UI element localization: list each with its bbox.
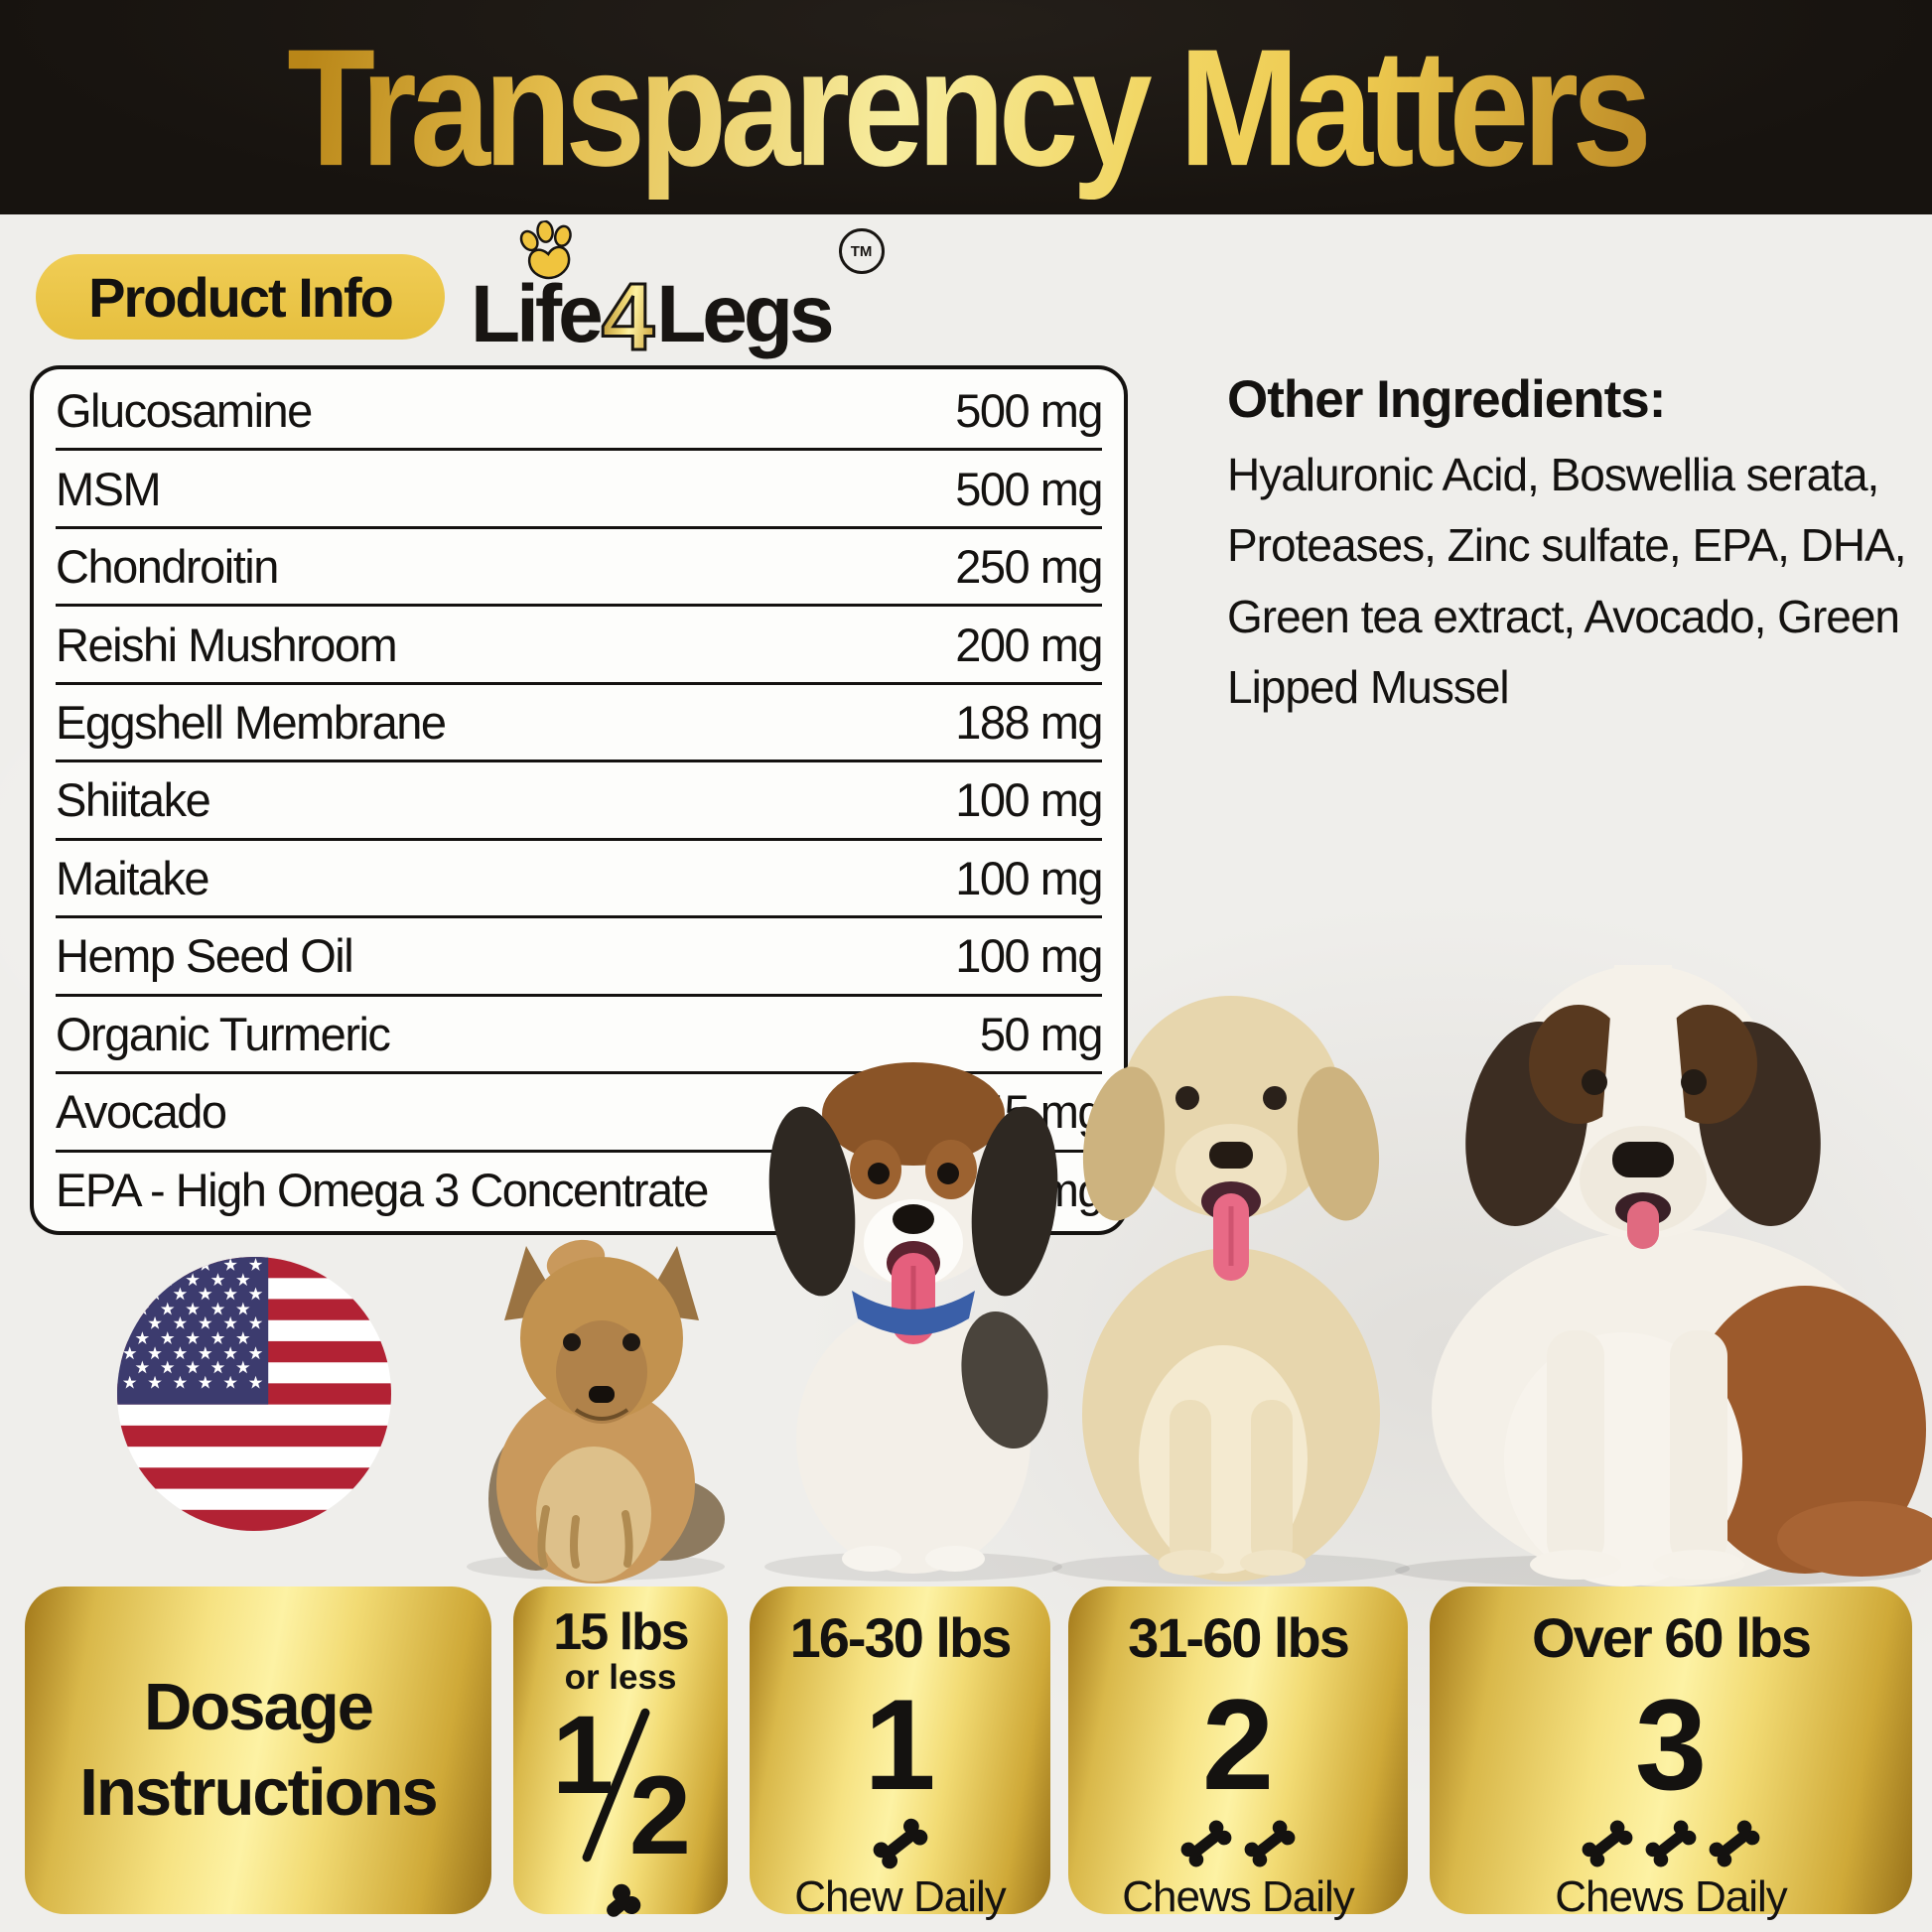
- dogs-size-lineup-image: [467, 965, 1932, 1587]
- bone-icon: [1703, 1813, 1766, 1874]
- ingredient-name: EPA - High Omega 3 Concentrate: [56, 1163, 709, 1216]
- other-ingredients-text: Hyaluronic Acid, Boswellia serata, Prote…: [1227, 449, 1907, 713]
- dosage-label-line1: Dosage: [143, 1670, 374, 1745]
- brand-word-legs: Legs: [656, 269, 834, 359]
- dose-count-half: 1 2: [546, 1693, 695, 1877]
- dose-unit: Chews Daily: [1122, 1872, 1355, 1921]
- ingredient-row: Glucosamine 500 mg: [56, 373, 1103, 452]
- brand-number-4: 4: [600, 263, 655, 370]
- weight-range: 16-30 lbs: [789, 1606, 1013, 1669]
- weight-range: 31-60 lbs: [1128, 1606, 1350, 1669]
- dose-unit: Chews Daily: [1555, 1872, 1788, 1921]
- other-ingredients-section: Other Ingredients: Hyaluronic Acid, Bosw…: [1227, 369, 1932, 723]
- ingredient-amount: 188 mg: [955, 696, 1103, 750]
- ingredient-amount: 100 mg: [955, 851, 1103, 904]
- bone-icon: [1238, 1813, 1302, 1874]
- ingredient-name: Glucosamine: [56, 384, 313, 438]
- bone-icon: [1174, 1813, 1238, 1874]
- dog-photo-beagle-puppy: [768, 1062, 1058, 1574]
- weight-qualifier: or less: [564, 1658, 677, 1697]
- bone-icon: [1639, 1813, 1703, 1874]
- ingredient-name: Eggshell Membrane: [56, 696, 447, 750]
- ingredient-name: Shiitake: [56, 773, 211, 827]
- dose-count: 2: [1201, 1672, 1275, 1817]
- ingredients-table: Glucosamine 500 mg MSM 500 mg Chondroitin 2…: [30, 365, 1128, 1235]
- bone-icon-row: [513, 1881, 728, 1927]
- ingredient-amount: 500 mg: [955, 384, 1103, 438]
- ingredient-row: Shiitake 100 mg: [56, 762, 1103, 841]
- usa-flag-icon: [117, 1257, 391, 1531]
- dosage-option-15lbs: 15 lbs or less 1 2 Chew Daily: [513, 1587, 728, 1932]
- ingredient-name: Hemp Seed Oil: [56, 929, 354, 983]
- ingredient-amount: 100 mg: [955, 929, 1103, 983]
- bone-icon: [866, 1811, 934, 1876]
- other-ingredients-heading: Other Ingredients:: [1227, 370, 1666, 429]
- product-info-badge: Product Info: [36, 254, 445, 340]
- ingredient-amount: 50 mg: [979, 1007, 1104, 1060]
- dose-unit: Chew Daily: [513, 1927, 728, 1932]
- tm-icon: TM: [838, 228, 885, 274]
- dog-photo-yorkshire-terrier: [488, 1239, 725, 1584]
- ingredient-amount: 250 mg: [955, 540, 1103, 594]
- bone-icon: [599, 1882, 642, 1926]
- ingredient-row: Chondroitin 250 mg: [56, 529, 1103, 608]
- bone-icon-row: [750, 1815, 1050, 1872]
- ingredient-name: Chondroitin: [56, 540, 279, 594]
- dose-count: 1: [864, 1672, 936, 1817]
- paw-icon: [519, 219, 572, 280]
- ingredient-row: Reishi Mushroom 200 mg: [56, 607, 1103, 685]
- ingredient-row: Organic Turmeric 50 mg: [56, 997, 1104, 1075]
- ingredient-amount: 100 mg: [955, 773, 1103, 827]
- dosage-option-over-60lbs: Over 60 lbs 3 Chews Daily: [1430, 1587, 1912, 1921]
- weight-range: Over 60 lbs: [1532, 1606, 1812, 1669]
- dosage-option-16-30lbs: 16-30 lbs 1 Chew Daily: [750, 1587, 1050, 1921]
- dose-count: 3: [1634, 1672, 1708, 1817]
- ingredient-amount: 200 mg: [955, 618, 1103, 671]
- ingredient-amount: 500 mg: [955, 462, 1103, 515]
- ingredient-name: Reishi Mushroom: [56, 618, 398, 671]
- ingredient-name: Avocado: [56, 1085, 227, 1139]
- fraction-numerator: 1: [552, 1693, 615, 1817]
- dosage-label-line2: Instructions: [79, 1755, 438, 1830]
- product-info-label: Product Info: [88, 265, 394, 329]
- ingredient-row: Maitake 100 mg: [56, 841, 1103, 919]
- ingredient-name: Maitake: [56, 851, 210, 904]
- brand-word-life: Life: [471, 269, 604, 359]
- ingredient-row: Hemp Seed Oil 100 mg: [56, 918, 1103, 997]
- ingredient-row: Eggshell Membrane 188 mg: [56, 685, 1103, 763]
- ingredient-name: MSM: [56, 462, 162, 515]
- dosage-option-31-60lbs: 31-60 lbs 2 Chews Daily: [1068, 1587, 1408, 1921]
- bone-icon: [1576, 1813, 1639, 1874]
- weight-range: 15 lbs: [553, 1603, 689, 1661]
- dose-unit: Chew Daily: [794, 1872, 1007, 1921]
- dog-photo-saint-bernard: [1432, 965, 1932, 1587]
- ingredient-name: Organic Turmeric: [56, 1007, 391, 1060]
- page-title: Transparency Matters: [287, 11, 1652, 204]
- bone-icon-row: [1068, 1815, 1408, 1872]
- ingredient-row: MSM 500 mg: [56, 451, 1103, 529]
- header-band: Transparency Matters: [0, 0, 1932, 214]
- dosage-instructions-label-box: Dosage Instructions: [25, 1587, 491, 1914]
- dog-photo-golden-retriever: [1082, 996, 1380, 1582]
- brand-logo: Life 4 Legs TM: [471, 219, 885, 366]
- fraction-denominator: 2: [628, 1753, 691, 1877]
- bone-icon-row: [1430, 1815, 1912, 1872]
